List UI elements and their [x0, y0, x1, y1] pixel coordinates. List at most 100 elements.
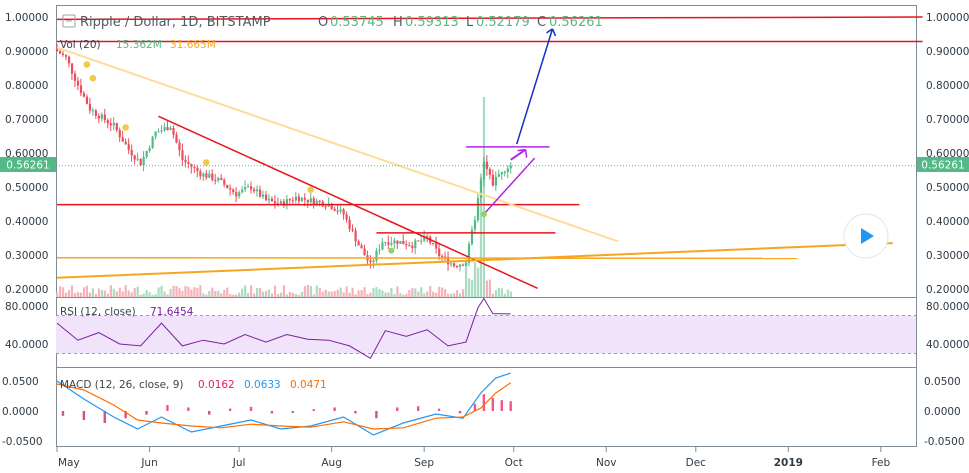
- candle-body: [309, 198, 312, 203]
- rsi-tick-right: 80.0000: [926, 301, 969, 313]
- candle-body: [509, 165, 512, 169]
- candle-body: [461, 264, 465, 266]
- candle-body: [148, 147, 151, 152]
- candle-body: [273, 201, 277, 204]
- volume-bar: [342, 292, 345, 297]
- candle-body: [384, 242, 387, 244]
- candle-body: [163, 127, 166, 131]
- signal-dot: [89, 74, 97, 82]
- candle-body: [479, 179, 483, 199]
- candle-body: [369, 260, 372, 263]
- signal-dot-green: [388, 247, 395, 254]
- candle-body: [375, 250, 378, 261]
- macd-legend[interactable]: MACD (12, 26, close, 9) 0.0162 0.0633 0.…: [60, 379, 327, 391]
- candle-body: [414, 240, 417, 249]
- time-tick: May: [58, 457, 80, 469]
- volume-bar: [139, 294, 142, 297]
- volume-bar: [348, 292, 351, 297]
- price-tick-right: 0.90000: [926, 46, 969, 58]
- symbol-title: Ripple / Dollar, 1D, BITSTAMP: [80, 15, 271, 30]
- volume-bar: [291, 292, 295, 297]
- volume-bar: [485, 280, 489, 297]
- volume-bar: [109, 285, 112, 297]
- volume-bar: [423, 293, 426, 297]
- volume-value-2: 31.665M: [170, 39, 216, 51]
- volume-bar: [441, 287, 444, 297]
- volume-bar: [217, 290, 220, 297]
- support-line-orange: [56, 256, 798, 260]
- volume-bar: [178, 288, 181, 297]
- candle-body: [473, 220, 477, 230]
- price-tick-left: 0.90000: [5, 46, 48, 58]
- candle-body: [330, 203, 333, 209]
- rsi-legend[interactable]: RSI (12, close) 71.6454: [60, 306, 194, 318]
- macd-pane[interactable]: [56, 367, 917, 447]
- candle-body: [261, 194, 265, 197]
- candle-body: [506, 168, 509, 172]
- volume-bar: [312, 294, 315, 297]
- volume-bar: [455, 290, 459, 297]
- volume-bar: [288, 291, 292, 297]
- volume-bar: [411, 288, 414, 297]
- candle-body: [232, 189, 235, 193]
- macd-hist-bar: [416, 406, 420, 411]
- volume-legend[interactable]: Vol (20) 15.362M 31.665M: [60, 39, 216, 51]
- candle-body: [139, 158, 142, 166]
- candle-body: [345, 214, 348, 220]
- candle-body: [103, 114, 106, 121]
- volume-bar: [279, 292, 283, 297]
- volume-bar: [497, 287, 500, 297]
- volume-bar: [82, 287, 86, 297]
- time-tick: 2019: [774, 457, 803, 469]
- volume-bar: [184, 285, 187, 297]
- volume-bar: [223, 289, 226, 297]
- candle-body: [115, 122, 118, 131]
- volume-value-1: 15.362M: [116, 39, 162, 51]
- candle-body: [464, 262, 468, 266]
- candle-body: [178, 142, 181, 151]
- volume-bar: [467, 278, 471, 297]
- volume-bar: [127, 290, 130, 297]
- last-price-tag-right: 0.56261: [917, 157, 969, 172]
- collapse-legend-icon[interactable]: [62, 14, 76, 28]
- rsi-line: [56, 297, 511, 359]
- macd-hist-bar: [437, 408, 441, 411]
- candle-body: [279, 201, 283, 204]
- macd-signal-value: 0.0471: [290, 379, 327, 391]
- candle-body: [235, 192, 238, 197]
- volume-bar: [190, 289, 193, 297]
- volume-bar: [372, 288, 375, 297]
- macd-hist-bar: [396, 407, 399, 411]
- candle-body: [124, 141, 127, 145]
- candle-body: [444, 256, 447, 258]
- volume-bar: [187, 286, 190, 297]
- candle-body: [491, 174, 495, 186]
- candle-body: [267, 199, 271, 201]
- volume-bar: [264, 291, 268, 297]
- candle-body: [214, 180, 217, 182]
- volume-bar: [241, 288, 244, 297]
- volume-bar: [151, 294, 154, 297]
- replay-play-button[interactable]: [843, 213, 889, 259]
- volume-bar: [163, 291, 166, 297]
- candle-body: [447, 256, 450, 265]
- candle-body: [351, 229, 354, 231]
- candle-body: [494, 176, 497, 186]
- volume-bar: [369, 292, 372, 297]
- volume-bar: [85, 285, 89, 297]
- candle-body: [253, 189, 256, 192]
- volume-bar: [426, 291, 429, 297]
- volume-bar: [58, 286, 62, 297]
- symbol-legend[interactable]: Ripple / Dollar, 1D, BITSTAMP O 0.53745 …: [62, 14, 603, 30]
- volume-bar: [145, 290, 148, 297]
- candle-body: [250, 186, 253, 190]
- volume-bar: [461, 289, 465, 297]
- candle-body: [61, 53, 65, 55]
- candle-body: [387, 242, 390, 245]
- open-value: 0.53745: [330, 15, 384, 30]
- candle-body: [82, 93, 86, 97]
- candle-body: [76, 80, 80, 86]
- volume-bar: [396, 286, 399, 297]
- purple-arrow-head: [510, 148, 527, 161]
